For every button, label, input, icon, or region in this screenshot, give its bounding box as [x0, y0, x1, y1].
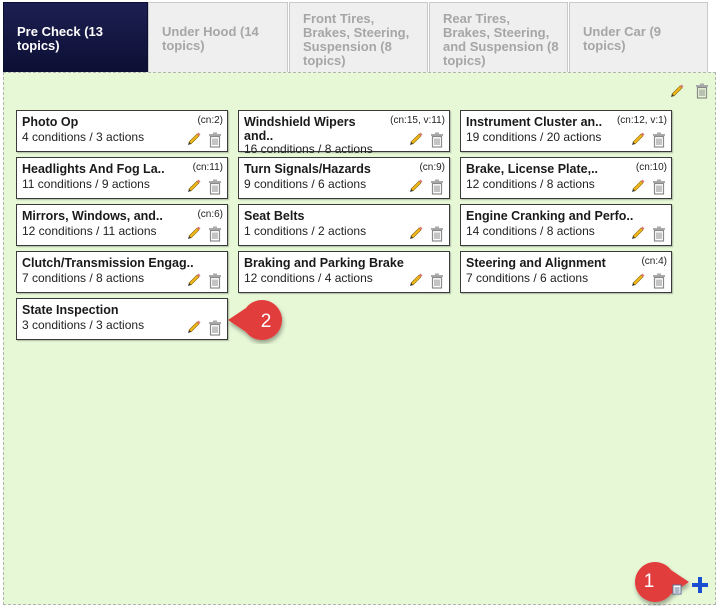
trash-icon[interactable] [430, 273, 444, 289]
topic-meta: 12 conditions / 11 actions [22, 224, 157, 238]
trash-icon[interactable] [208, 273, 222, 289]
topic-card[interactable]: Clutch/Transmission Engag.. 7 conditions… [16, 251, 228, 293]
tab-label: Under Hood (14 topics) [162, 24, 259, 53]
trash-icon[interactable] [695, 83, 709, 99]
topic-meta: 16 conditions / 8 actions [244, 142, 373, 156]
topic-meta: 4 conditions / 3 actions [22, 130, 145, 144]
pencil-icon[interactable] [186, 319, 202, 335]
topic-title: Photo Op [22, 115, 79, 129]
trash-icon[interactable] [652, 179, 666, 195]
trash-icon[interactable] [430, 226, 444, 242]
tab-label: Under Car (9 topics) [583, 24, 662, 53]
pencil-icon[interactable] [669, 83, 685, 99]
topic-meta: 7 conditions / 6 actions [466, 271, 589, 285]
pencil-icon[interactable] [630, 272, 646, 288]
topic-meta: 12 conditions / 4 actions [244, 271, 373, 285]
pencil-icon[interactable] [186, 131, 202, 147]
topic-title: Headlights And Fog La.. [22, 162, 165, 176]
topic-meta: 12 conditions / 8 actions [466, 177, 595, 191]
trash-icon[interactable] [652, 273, 666, 289]
topic-card[interactable]: Windshield Wipers and.. (cn:15, v:11) 16… [238, 110, 450, 156]
topic-title: Turn Signals/Hazards [244, 162, 371, 176]
topic-title: Mirrors, Windows, and.. [22, 209, 163, 223]
topic-cn-badge: (cn:12, v:1) [616, 115, 667, 126]
trash-icon[interactable] [208, 132, 222, 148]
document-icon[interactable] [672, 584, 683, 595]
topic-meta: 19 conditions / 20 actions [466, 130, 602, 144]
topic-title: Seat Belts [244, 209, 305, 223]
pencil-icon[interactable] [186, 272, 202, 288]
topic-cn-badge: (cn:4) [641, 256, 667, 267]
pencil-icon[interactable] [630, 225, 646, 241]
topic-card[interactable]: Seat Belts 1 conditions / 2 actions [238, 204, 450, 246]
pencil-icon[interactable] [630, 131, 646, 147]
topic-title: State Inspection [22, 303, 119, 317]
topic-card[interactable]: Headlights And Fog La.. (cn:11) 11 condi… [16, 157, 228, 199]
trash-icon[interactable] [652, 132, 666, 148]
topic-card[interactable]: Photo Op (cn:2) 4 conditions / 3 actions [16, 110, 228, 152]
topic-title: Windshield Wipers and.. [244, 115, 356, 143]
trash-icon[interactable] [208, 226, 222, 242]
topic-meta: 3 conditions / 3 actions [22, 318, 145, 332]
topic-cn-badge: (cn:10) [635, 162, 667, 173]
tab-pre-check[interactable]: Pre Check (13 topics) [3, 2, 148, 72]
callout-marker-1: 1 [635, 562, 689, 602]
topic-card[interactable]: Turn Signals/Hazards (cn:9) 9 conditions… [238, 157, 450, 199]
topic-cn-badge: (cn:9) [419, 162, 445, 173]
topic-meta: 7 conditions / 8 actions [22, 271, 145, 285]
topic-cn-badge: (cn:2) [197, 115, 223, 126]
pencil-icon[interactable] [630, 178, 646, 194]
topics-panel: Photo Op (cn:2) 4 conditions / 3 actions… [3, 72, 716, 605]
tab-under-car[interactable]: Under Car (9 topics) [569, 2, 708, 72]
pencil-icon[interactable] [186, 225, 202, 241]
topic-meta: 14 conditions / 8 actions [466, 224, 595, 238]
trash-icon[interactable] [208, 179, 222, 195]
topic-card[interactable]: Brake, License Plate,.. (cn:10) 12 condi… [460, 157, 672, 199]
topic-title: Clutch/Transmission Engag.. [22, 256, 194, 270]
callout-number: 1 [644, 571, 655, 592]
add-topic-plus-icon[interactable] [690, 575, 710, 595]
topic-meta: 9 conditions / 6 actions [244, 177, 367, 191]
tab-label: Front Tires, Brakes, Steering, Suspensio… [303, 11, 410, 68]
topic-meta: 11 conditions / 9 actions [22, 177, 150, 191]
topic-title: Engine Cranking and Perfo.. [466, 209, 634, 223]
pencil-icon[interactable] [408, 178, 424, 194]
pencil-icon[interactable] [408, 131, 424, 147]
trash-icon[interactable] [208, 320, 222, 336]
trash-icon[interactable] [430, 179, 444, 195]
pencil-icon[interactable] [408, 272, 424, 288]
topic-meta: 1 conditions / 2 actions [244, 224, 367, 238]
tab-label: Pre Check (13 topics) [17, 24, 103, 53]
pencil-icon[interactable] [186, 178, 202, 194]
callout-marker-2: 2 [228, 300, 282, 340]
topic-card[interactable]: State Inspection 3 conditions / 3 action… [16, 298, 228, 340]
tab-label: Rear Tires, Brakes, Steering, and Suspen… [443, 11, 559, 68]
topic-card[interactable]: Engine Cranking and Perfo.. 14 condition… [460, 204, 672, 246]
topic-cn-badge: (cn:11) [192, 162, 223, 173]
tab-front-tires[interactable]: Front Tires, Brakes, Steering, Suspensio… [289, 2, 428, 72]
topic-title: Braking and Parking Brake [244, 256, 404, 270]
topic-card[interactable]: Instrument Cluster an.. (cn:12, v:1) 19 … [460, 110, 672, 152]
trash-icon[interactable] [430, 132, 444, 148]
topic-cn-badge: (cn:15, v:11) [390, 115, 445, 126]
topic-title: Instrument Cluster an.. [466, 115, 603, 129]
topic-card[interactable]: Braking and Parking Brake 12 conditions … [238, 251, 450, 293]
topic-card[interactable]: Mirrors, Windows, and.. (cn:6) 12 condit… [16, 204, 228, 246]
pencil-icon[interactable] [408, 225, 424, 241]
topic-title: Steering and Alignment [466, 256, 606, 270]
tab-under-hood[interactable]: Under Hood (14 topics) [148, 2, 288, 72]
trash-icon[interactable] [652, 226, 666, 242]
topic-cn-badge: (cn:6) [197, 209, 223, 220]
topic-card[interactable]: Steering and Alignment (cn:4) 7 conditio… [460, 251, 672, 293]
tab-rear-tires[interactable]: Rear Tires, Brakes, Steering, and Suspen… [429, 2, 568, 72]
callout-number: 2 [261, 311, 272, 332]
topic-title: Brake, License Plate,.. [466, 162, 599, 176]
